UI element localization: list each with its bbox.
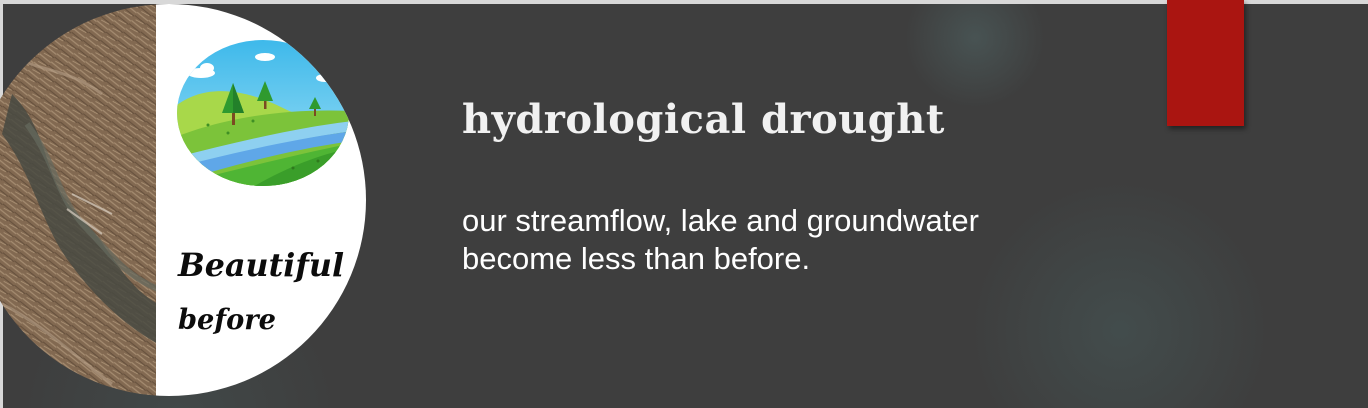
tree-icon: [222, 81, 321, 125]
logo-line1: Beautiful: [177, 246, 344, 284]
body-line-2: become less than before.: [462, 241, 811, 276]
slide-frame-top: [0, 0, 1368, 4]
cloud-icon: [187, 53, 334, 82]
red-accent-bar: [1167, 0, 1244, 126]
dry-riverbed-photo: [0, 4, 160, 396]
slide-title: hydrological drought: [462, 96, 945, 143]
slide-body: our streamflow, lake and groundwater bec…: [462, 202, 1082, 278]
circular-image: Beautiful before: [0, 4, 366, 396]
logo-line2: before: [178, 303, 276, 336]
body-line-1: our streamflow, lake and groundwater: [462, 203, 979, 238]
